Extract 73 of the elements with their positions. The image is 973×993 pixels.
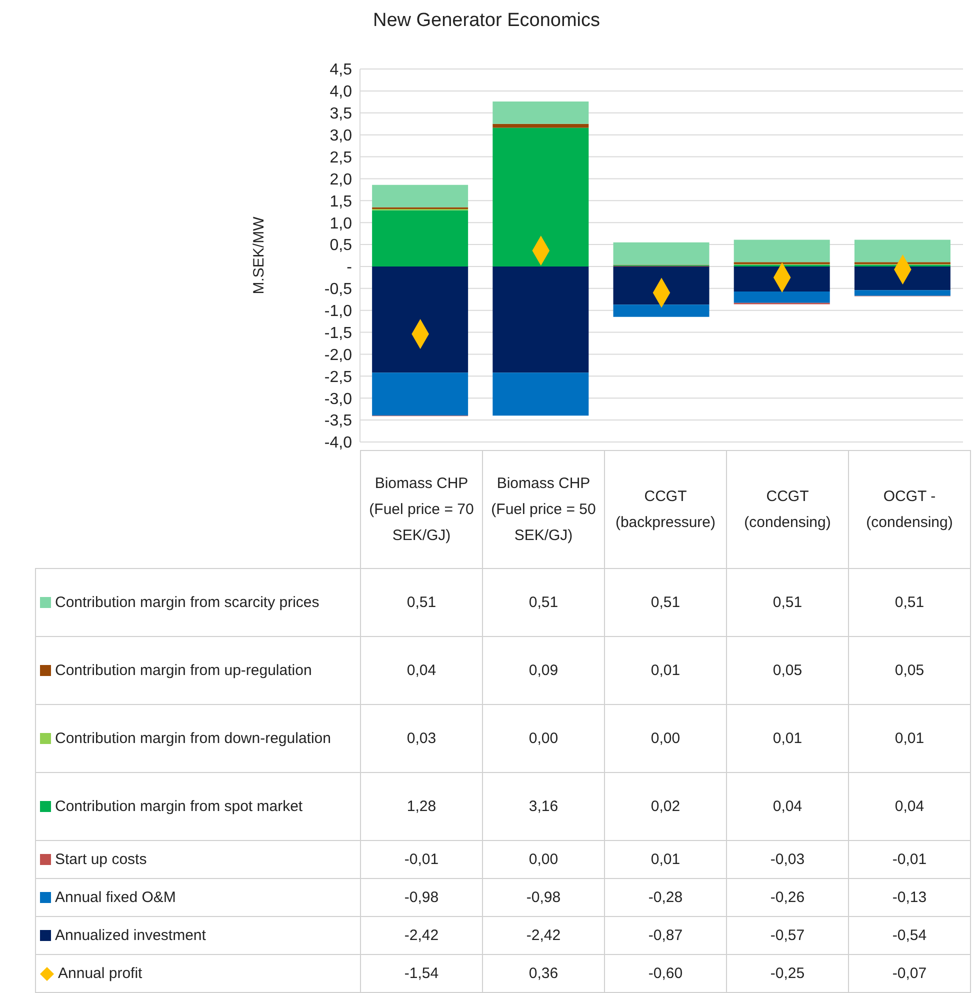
- data-label: 0,00: [604, 704, 726, 772]
- y-tick-label: 3,0: [330, 128, 352, 145]
- data-label: -1,54: [360, 954, 482, 992]
- x-tick-label: CCGT (condensing): [726, 450, 848, 568]
- data-label: -0,98: [482, 878, 604, 916]
- legend-label: Annual fixed O&M: [55, 888, 176, 908]
- y-tick-label: -0,5: [324, 281, 352, 298]
- data-label: -0,13: [848, 878, 970, 916]
- y-tick-label: -2,5: [324, 368, 352, 386]
- data-label: 0,04: [848, 772, 970, 840]
- data-label: -0,87: [604, 916, 726, 954]
- legend-label: Contribution margin from up-regulation: [55, 660, 312, 680]
- data-label: -0,25: [726, 954, 848, 992]
- y-tick-label: -1,5: [324, 324, 352, 342]
- data-label: 0,09: [482, 636, 604, 704]
- data-label: -2,42: [482, 916, 604, 954]
- y-tick-label: -4,0: [324, 434, 352, 452]
- data-label: -0,01: [360, 840, 482, 878]
- data-label: 0,51: [726, 568, 848, 636]
- y-tick-label: 2,5: [330, 149, 352, 166]
- data-label: 0,36: [482, 954, 604, 992]
- y-axis-title: M.SEK/MW: [250, 216, 268, 294]
- data-label: 0,03: [360, 704, 482, 772]
- data-label: 0,04: [726, 772, 848, 840]
- data-label: -0,28: [604, 878, 726, 916]
- y-tick-label: 0,5: [330, 237, 352, 254]
- legend-label: Annualized investment: [55, 926, 206, 946]
- x-tick-label: Biomass CHP (Fuel price = 70 SEK/GJ): [360, 450, 482, 568]
- data-label: 0,05: [726, 636, 848, 704]
- data-label: 1,28: [360, 772, 482, 840]
- y-tick-label: 1,0: [330, 215, 352, 232]
- chart-title: New Generator Economics: [372, 10, 602, 32]
- legend-label: Annual profit: [58, 964, 142, 984]
- data-label: 3,16: [482, 772, 604, 840]
- data-label: 0,05: [848, 636, 970, 704]
- data-label: -0,03: [726, 840, 848, 878]
- x-tick-label: Biomass CHP (Fuel price = 50 SEK/GJ): [482, 450, 604, 568]
- legend-label: Contribution margin from scarcity prices: [55, 592, 320, 612]
- data-label: 0,01: [848, 704, 970, 772]
- data-label: 0,51: [848, 568, 970, 636]
- data-label: 0,00: [482, 704, 604, 772]
- data-label: 0,51: [482, 568, 604, 636]
- y-tick-label: -3,5: [324, 412, 352, 430]
- data-label: -0,26: [726, 878, 848, 916]
- x-tick-label: OCGT - (condensing): [848, 450, 970, 568]
- data-label: 0,01: [604, 840, 726, 878]
- data-label: -0,98: [360, 878, 482, 916]
- y-tick-label: 3,5: [330, 106, 352, 123]
- data-label: 0,02: [604, 772, 726, 840]
- data-label: 0,51: [604, 568, 726, 636]
- data-label: -0,60: [604, 954, 726, 992]
- y-tick-label: 2,0: [330, 171, 352, 188]
- y-tick-label: -1,0: [324, 303, 352, 320]
- legend-label: Contribution margin from spot market: [55, 796, 303, 816]
- data-label: 0,04: [360, 636, 482, 704]
- data-label: -0,54: [848, 916, 970, 954]
- data-label: -0,57: [726, 916, 848, 954]
- x-tick-label: CCGT (backpressure): [604, 450, 726, 568]
- y-tick-label: -2,0: [324, 346, 352, 364]
- y-tick-label: -3,0: [324, 390, 352, 408]
- y-tick-label: -: [346, 259, 352, 276]
- legend-label: Contribution margin from down-regulation: [55, 728, 331, 748]
- y-tick-label: 4,5: [330, 62, 352, 79]
- data-label: -2,42: [360, 916, 482, 954]
- data-label: 0,51: [360, 568, 482, 636]
- data-label: 0,00: [482, 840, 604, 878]
- y-tick-label: 4,0: [330, 84, 352, 101]
- y-tick-label: 1,5: [330, 193, 352, 210]
- data-label: 0,01: [604, 636, 726, 704]
- data-label: -0,07: [848, 954, 970, 992]
- data-label: 0,01: [726, 704, 848, 772]
- legend-label: Start up costs: [55, 850, 147, 870]
- data-label: -0,01: [848, 840, 970, 878]
